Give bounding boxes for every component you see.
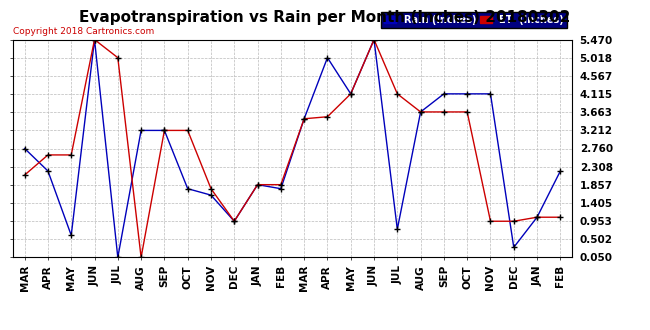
Text: Evapotranspiration vs Rain per Month (Inches) 20180302: Evapotranspiration vs Rain per Month (In… [79,10,571,25]
Legend: Rain (Inches), ET  (Inches): Rain (Inches), ET (Inches) [382,12,567,28]
Text: Copyright 2018 Cartronics.com: Copyright 2018 Cartronics.com [13,26,154,36]
